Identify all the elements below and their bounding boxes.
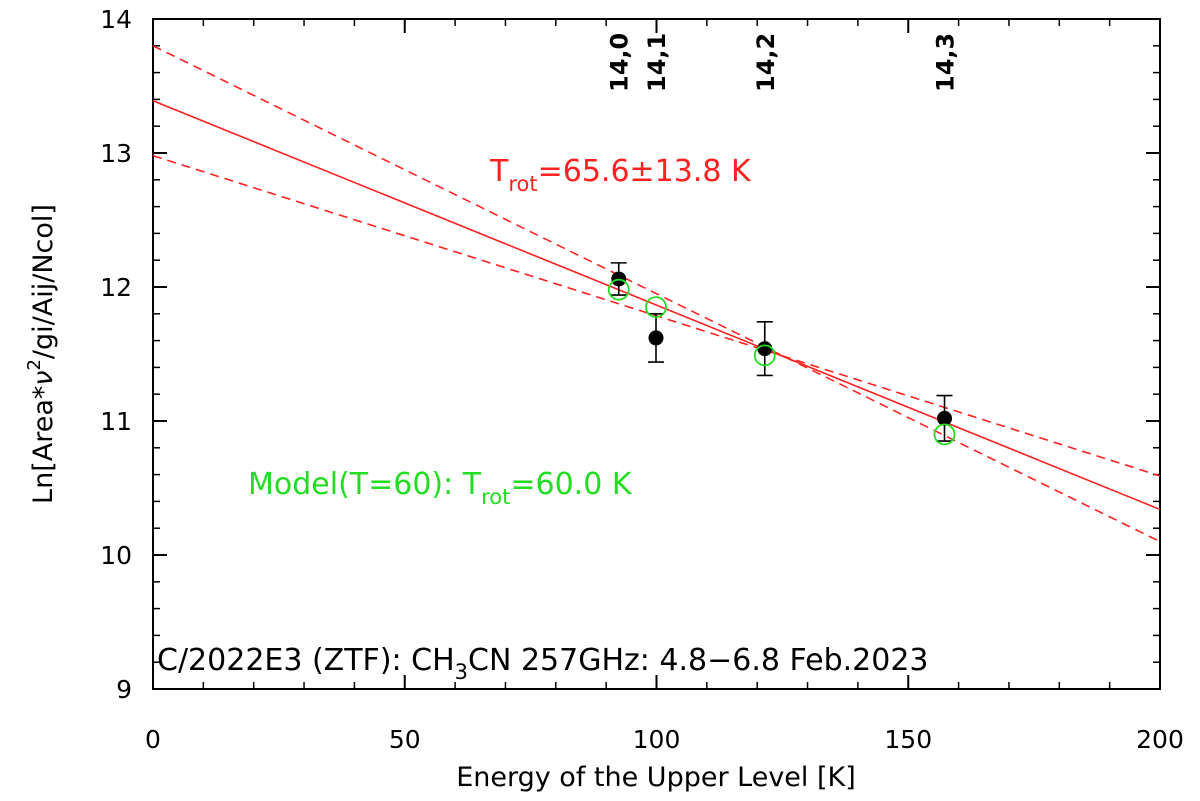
x-tick-label: 100 — [633, 725, 681, 754]
observed-point — [757, 341, 773, 357]
observed-point — [648, 330, 664, 346]
y-tick-label: 14 — [100, 5, 132, 34]
fit-line — [152, 99, 1161, 511]
transition-label: 14,1 — [643, 33, 671, 92]
y-tick-label: 10 — [100, 541, 132, 570]
y-tick-label: 12 — [100, 273, 132, 302]
x-tick-label: 150 — [884, 725, 932, 754]
y-axis-label: Ln[Area*ν2/gi/Aij/Ncol] — [24, 204, 59, 504]
observation-footer: C/2022E3 (ZTF): CH3CN 257GHz: 4.8−6.8 Fe… — [157, 643, 929, 684]
axis-ticks: 0 50 100 150 200 9 10 11 12 13 14 — [100, 5, 1184, 754]
transition-label: 14,3 — [932, 33, 960, 92]
x-tick-label: 50 — [389, 725, 421, 754]
x-tick-label: 0 — [145, 725, 161, 754]
model-point — [753, 344, 776, 367]
transition-label: 14,0 — [606, 33, 634, 92]
fit-bound-line — [152, 45, 1161, 543]
observed-points — [610, 262, 953, 442]
x-axis-label: Energy of the Upper Level [K] — [456, 762, 856, 793]
model-point — [933, 423, 956, 446]
model-points — [607, 278, 956, 446]
x-tick-label: 200 — [1136, 725, 1184, 754]
observed-point — [937, 410, 953, 426]
model-point — [607, 278, 630, 301]
y-tick-label: 11 — [100, 407, 132, 436]
y-tick-label: 13 — [100, 139, 132, 168]
transition-label: 14,2 — [752, 33, 780, 92]
transition-labels: 14,0 14,1 14,2 14,3 — [606, 33, 960, 92]
fit-temperature-annotation: Trot=65.6±13.8 K — [489, 154, 752, 196]
model-point — [645, 296, 667, 319]
y-tick-label: 9 — [116, 675, 132, 704]
model-temperature-annotation: Model(T=60): Trot=60.0 K — [248, 467, 633, 509]
